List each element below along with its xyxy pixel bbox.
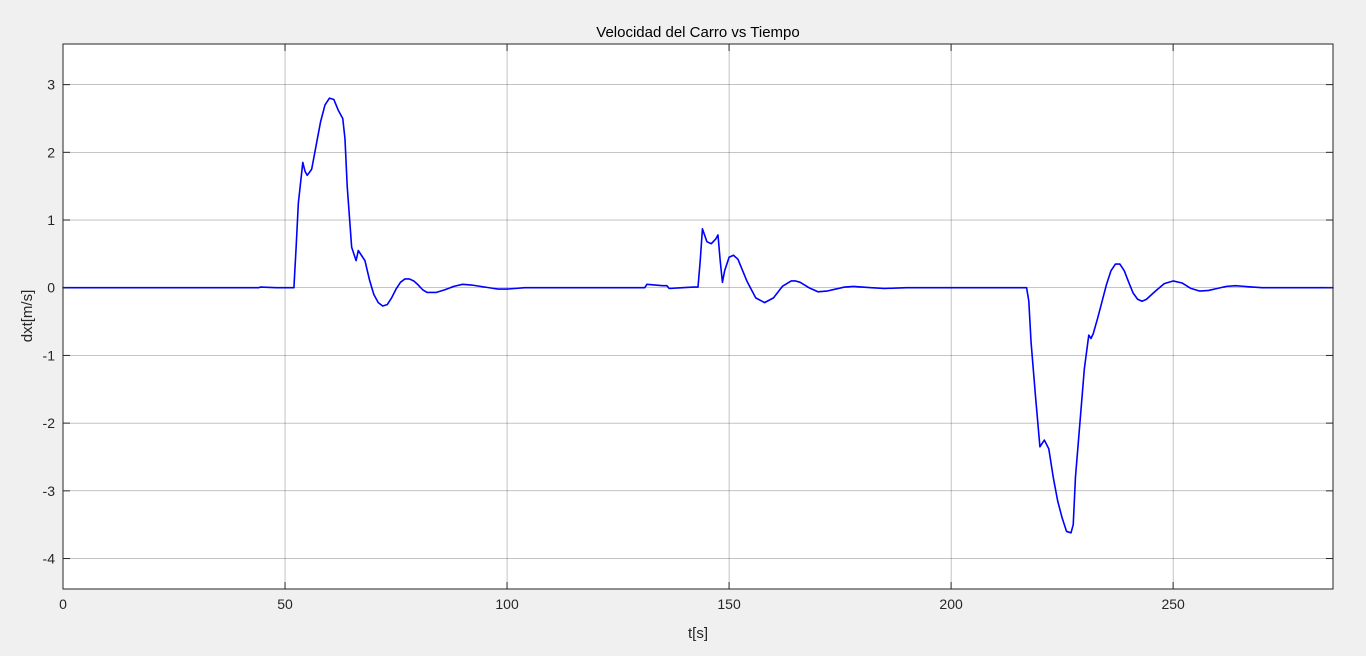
x-tick-label: 0 — [59, 596, 67, 612]
grid — [63, 44, 1333, 589]
x-tick-label: 100 — [495, 596, 519, 612]
series-layer — [62, 97, 1334, 534]
y-axis-label: dxt[m/s] — [19, 290, 36, 343]
y-tick-label: 0 — [47, 280, 55, 296]
x-axis: 0 50 100 150 200 250 — [59, 44, 1185, 612]
y-tick-label: -2 — [43, 415, 56, 431]
y-tick-label: 2 — [47, 144, 55, 160]
y-tick-label: -4 — [43, 551, 56, 567]
y-tick-label: 1 — [47, 212, 55, 228]
chart-title: Velocidad del Carro vs Tiempo — [596, 24, 799, 41]
y-tick-label: -3 — [43, 483, 56, 499]
x-tick-label: 250 — [1161, 596, 1185, 612]
x-tick-label: 150 — [717, 596, 741, 612]
plot-frame — [62, 43, 1334, 590]
x-axis-label: t[s] — [688, 625, 708, 642]
y-tick-label: -1 — [43, 347, 56, 363]
plot-area — [63, 44, 1333, 589]
y-tick-label: 3 — [47, 77, 55, 93]
series-line — [62, 97, 1334, 534]
y-axis: -4 -3 -2 -1 0 1 2 3 — [43, 77, 1333, 567]
x-tick-label: 50 — [277, 596, 293, 612]
x-tick-label: 200 — [939, 596, 963, 612]
